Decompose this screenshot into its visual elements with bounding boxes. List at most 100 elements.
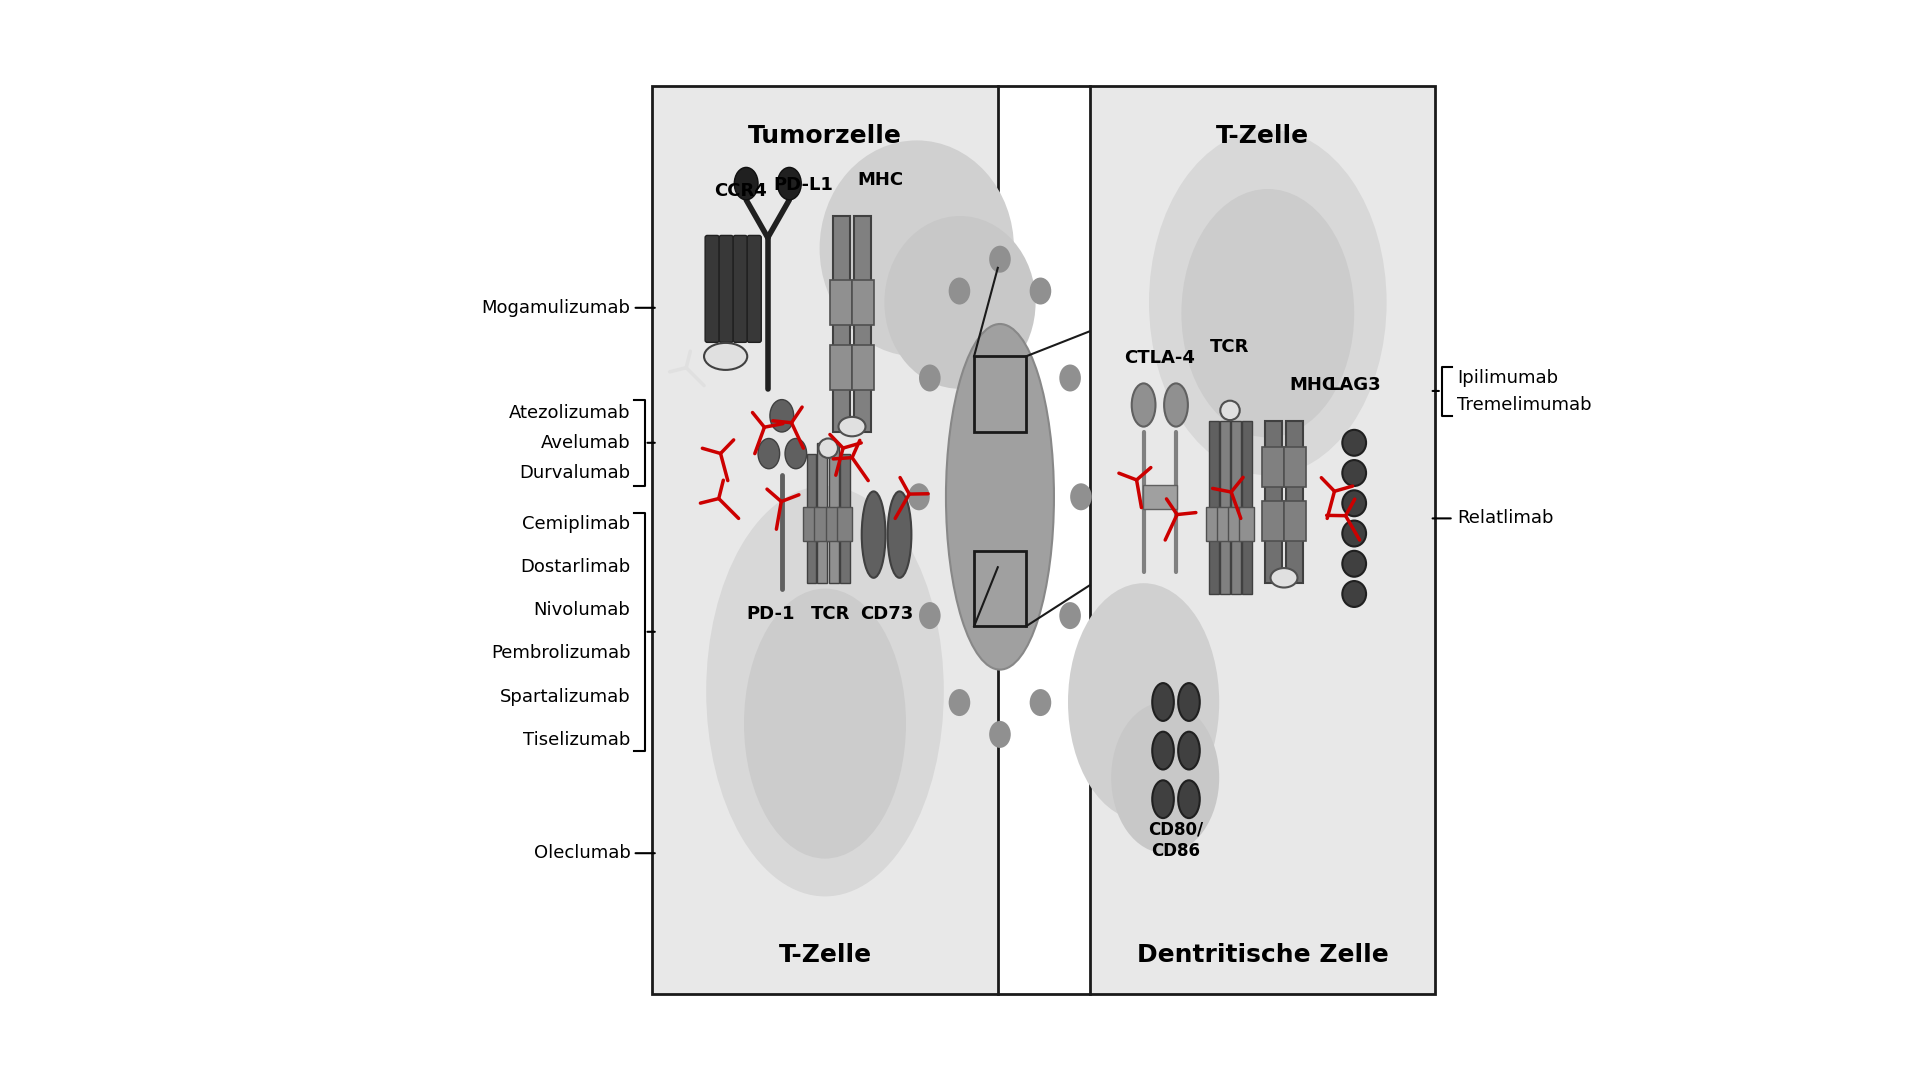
Text: TCR: TCR [1210, 338, 1250, 356]
Text: Ipilimumab: Ipilimumab [1457, 369, 1557, 387]
Ellipse shape [1179, 684, 1200, 721]
Text: Atezolizumab: Atezolizumab [509, 404, 630, 421]
Ellipse shape [1221, 401, 1240, 420]
Text: Cemiplimab: Cemiplimab [522, 515, 630, 532]
Ellipse shape [1342, 581, 1367, 607]
Ellipse shape [707, 486, 945, 896]
FancyBboxPatch shape [720, 235, 733, 342]
FancyBboxPatch shape [1221, 421, 1231, 594]
Ellipse shape [818, 438, 837, 458]
FancyBboxPatch shape [814, 507, 829, 541]
FancyBboxPatch shape [803, 507, 818, 541]
FancyBboxPatch shape [852, 345, 874, 390]
Text: CCR4: CCR4 [714, 181, 766, 200]
Ellipse shape [989, 721, 1010, 747]
Ellipse shape [1181, 189, 1354, 437]
Text: Relatlimab: Relatlimab [1457, 510, 1553, 527]
FancyBboxPatch shape [837, 507, 852, 541]
Text: LAG3: LAG3 [1329, 376, 1380, 394]
FancyBboxPatch shape [1238, 507, 1254, 541]
Ellipse shape [785, 438, 806, 469]
Text: Dentritische Zelle: Dentritische Zelle [1137, 943, 1388, 967]
Ellipse shape [1060, 603, 1081, 630]
FancyBboxPatch shape [854, 216, 872, 432]
Ellipse shape [839, 417, 866, 436]
Text: MHC: MHC [1290, 376, 1336, 394]
Ellipse shape [1179, 780, 1200, 819]
Ellipse shape [1342, 430, 1367, 456]
Ellipse shape [1029, 278, 1052, 305]
FancyBboxPatch shape [829, 443, 839, 583]
FancyBboxPatch shape [833, 216, 851, 432]
Ellipse shape [1164, 383, 1188, 427]
Ellipse shape [1179, 732, 1200, 769]
FancyBboxPatch shape [1263, 447, 1284, 487]
Ellipse shape [1112, 702, 1219, 853]
Ellipse shape [908, 483, 929, 510]
Text: CD73: CD73 [860, 605, 914, 623]
Text: Nivolumab: Nivolumab [534, 602, 630, 619]
FancyBboxPatch shape [841, 454, 851, 583]
Ellipse shape [745, 589, 906, 859]
Text: TCR: TCR [810, 605, 851, 623]
Ellipse shape [1069, 483, 1092, 510]
FancyBboxPatch shape [818, 443, 828, 583]
Text: Tumorzelle: Tumorzelle [749, 124, 902, 148]
FancyBboxPatch shape [826, 507, 841, 541]
Ellipse shape [1029, 689, 1052, 716]
Text: Pembrolizumab: Pembrolizumab [492, 645, 630, 662]
FancyBboxPatch shape [1206, 507, 1221, 541]
FancyBboxPatch shape [1210, 421, 1219, 594]
Ellipse shape [989, 246, 1010, 273]
Text: PD-L1: PD-L1 [774, 176, 833, 194]
FancyBboxPatch shape [747, 235, 760, 342]
Ellipse shape [705, 343, 747, 369]
Ellipse shape [862, 491, 885, 578]
FancyBboxPatch shape [705, 235, 720, 342]
Ellipse shape [820, 140, 1014, 356]
Text: Avelumab: Avelumab [541, 434, 630, 451]
Ellipse shape [948, 278, 970, 305]
FancyBboxPatch shape [1142, 485, 1177, 509]
Text: Mogamulizumab: Mogamulizumab [482, 299, 630, 316]
FancyBboxPatch shape [733, 235, 747, 342]
FancyBboxPatch shape [1284, 447, 1306, 487]
FancyBboxPatch shape [1242, 421, 1252, 594]
Ellipse shape [920, 365, 941, 391]
FancyBboxPatch shape [1265, 421, 1283, 583]
FancyBboxPatch shape [1229, 507, 1242, 541]
FancyBboxPatch shape [852, 280, 874, 325]
Text: Tremelimumab: Tremelimumab [1457, 396, 1592, 414]
FancyBboxPatch shape [1284, 501, 1306, 541]
Ellipse shape [948, 689, 970, 716]
Text: CTLA-4: CTLA-4 [1125, 349, 1196, 367]
FancyBboxPatch shape [806, 454, 816, 583]
FancyBboxPatch shape [1263, 501, 1284, 541]
FancyBboxPatch shape [829, 280, 852, 325]
Ellipse shape [1342, 490, 1367, 516]
Text: T-Zelle: T-Zelle [778, 943, 872, 967]
Ellipse shape [1152, 732, 1173, 769]
Text: CD80/
CD86: CD80/ CD86 [1148, 821, 1204, 860]
Text: Durvalumab: Durvalumab [520, 464, 630, 482]
Ellipse shape [1342, 521, 1367, 546]
Ellipse shape [1148, 130, 1386, 475]
Ellipse shape [758, 438, 780, 469]
FancyBboxPatch shape [1217, 507, 1233, 541]
Ellipse shape [1342, 460, 1367, 486]
Ellipse shape [778, 167, 801, 200]
Ellipse shape [920, 603, 941, 629]
Text: T-Zelle: T-Zelle [1215, 124, 1309, 148]
Ellipse shape [887, 491, 912, 578]
Ellipse shape [885, 216, 1035, 389]
Ellipse shape [1271, 568, 1298, 588]
Text: Dostarlimab: Dostarlimab [520, 558, 630, 576]
Ellipse shape [1131, 383, 1156, 427]
Text: Oleclumab: Oleclumab [534, 845, 630, 862]
Ellipse shape [1342, 551, 1367, 577]
Text: Tiselizumab: Tiselizumab [524, 731, 630, 748]
FancyBboxPatch shape [1231, 421, 1240, 594]
FancyBboxPatch shape [1286, 421, 1304, 583]
Ellipse shape [733, 167, 758, 200]
FancyBboxPatch shape [1089, 86, 1434, 994]
